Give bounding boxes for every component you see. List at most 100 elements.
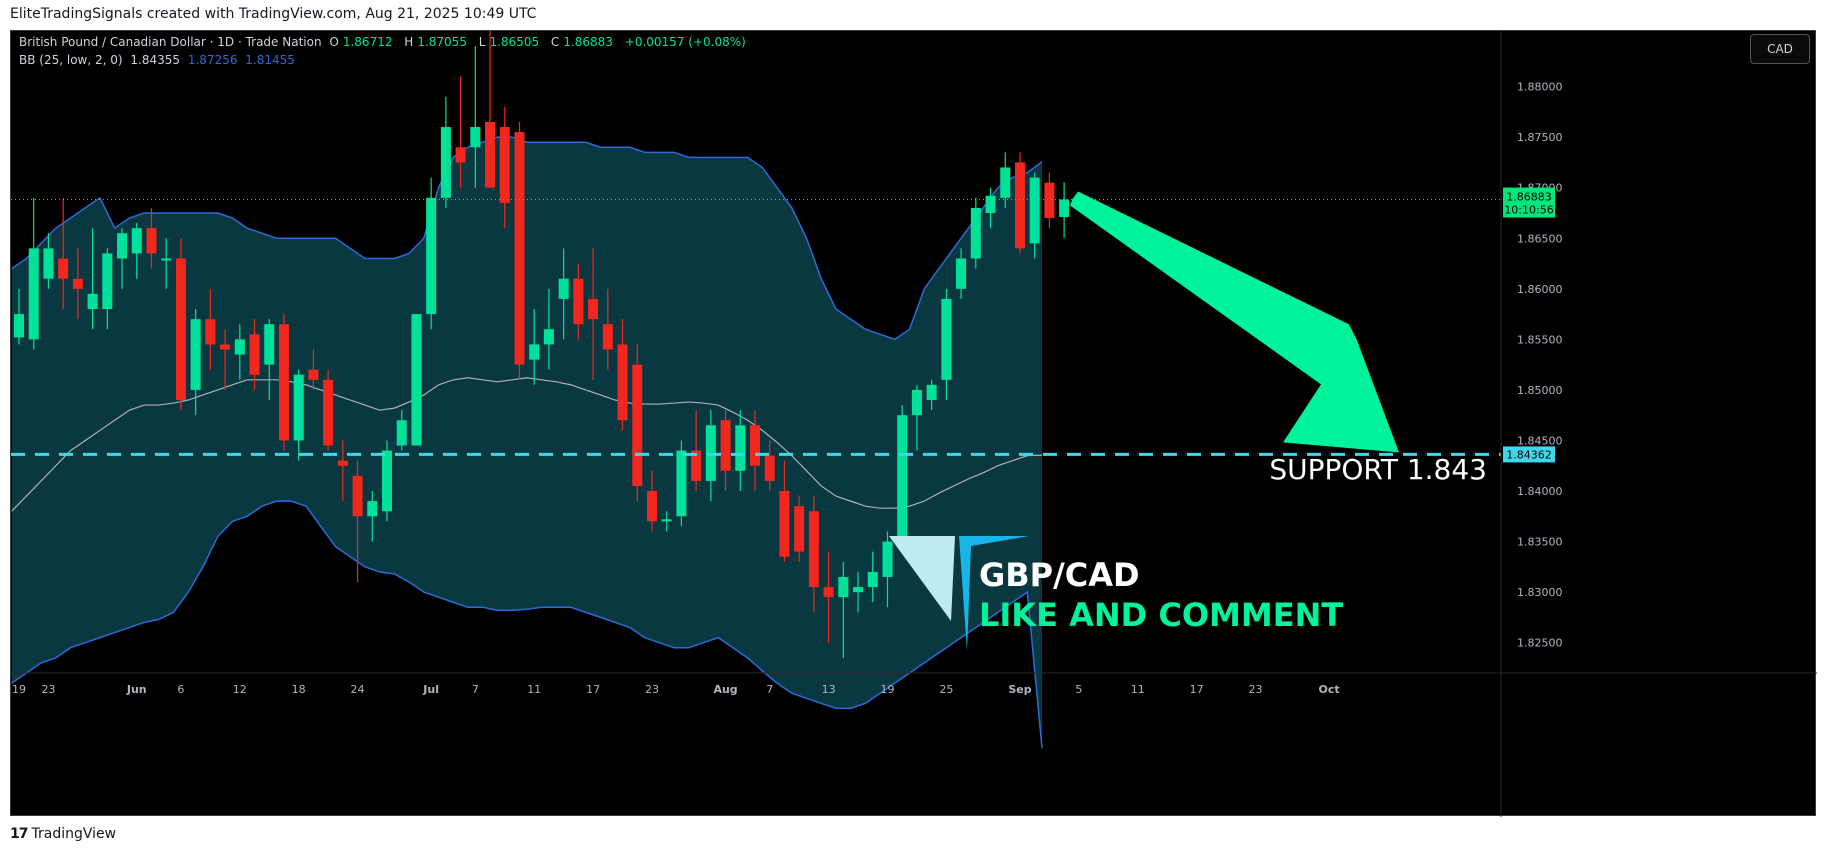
time-tick-label: 5 bbox=[1075, 683, 1082, 696]
candle-body bbox=[588, 298, 599, 320]
price-tick-label: 1.86000 bbox=[1517, 283, 1563, 296]
candle-body bbox=[175, 258, 186, 401]
candle-body bbox=[161, 258, 172, 261]
logo-wedge-dark bbox=[959, 536, 1029, 651]
chart-attribution: EliteTradingSignals created with Trading… bbox=[10, 6, 537, 22]
price-tick-label: 1.88000 bbox=[1517, 81, 1563, 94]
candle-body bbox=[720, 420, 731, 471]
time-tick-label: 13 bbox=[822, 683, 836, 696]
candle-body bbox=[1044, 182, 1055, 219]
candle-body bbox=[779, 491, 790, 557]
candle-body bbox=[117, 233, 128, 259]
price-tick-label: 1.83000 bbox=[1517, 586, 1563, 599]
candle-body bbox=[234, 339, 245, 355]
time-tick-label: 17 bbox=[586, 683, 600, 696]
logo-wedge-light bbox=[889, 536, 955, 621]
price-tick-label: 1.87500 bbox=[1517, 131, 1563, 144]
support-price-tag bbox=[1503, 446, 1555, 463]
candle-body bbox=[264, 324, 275, 365]
last-price-tag-value: 1.86883 bbox=[1506, 191, 1552, 204]
candle-body bbox=[632, 364, 643, 486]
candle-body bbox=[529, 344, 540, 360]
time-tick-label: Jun bbox=[126, 683, 147, 696]
symbol-legend: British Pound / Canadian Dollar · 1D · T… bbox=[19, 35, 750, 49]
candle-body bbox=[985, 195, 996, 213]
candle-body bbox=[323, 379, 334, 446]
time-tick-label: Aug bbox=[713, 683, 737, 696]
candle-body bbox=[190, 319, 201, 390]
candle-body bbox=[499, 127, 510, 203]
time-tick-label: 23 bbox=[41, 683, 55, 696]
time-tick-label: Jul bbox=[422, 683, 439, 696]
candle-body bbox=[470, 127, 481, 148]
candle-body bbox=[58, 258, 69, 279]
chart-area[interactable]: SUPPORT 1.843 GBP/CAD LIKE AND COMMENT 1.88… bbox=[10, 30, 1817, 817]
price-tick-label: 1.83500 bbox=[1517, 536, 1563, 549]
time-tick-label: 23 bbox=[1248, 683, 1262, 696]
time-tick-label: 19 bbox=[12, 683, 26, 696]
candle-body bbox=[293, 374, 304, 441]
high-label: H bbox=[404, 35, 414, 49]
candle-body bbox=[278, 324, 289, 441]
currency-button[interactable]: CAD bbox=[1750, 34, 1810, 64]
candle-body bbox=[72, 278, 83, 289]
candle-body bbox=[308, 369, 319, 380]
candle-body bbox=[646, 491, 657, 522]
candle-body bbox=[440, 127, 451, 198]
candle-body bbox=[926, 384, 937, 401]
tradingview-logo-icon: 17 bbox=[10, 826, 29, 842]
time-tick-label: 19 bbox=[880, 683, 894, 696]
candle-body bbox=[249, 334, 260, 375]
candle-body bbox=[220, 344, 231, 350]
low-label: L bbox=[478, 35, 486, 49]
candle-body bbox=[485, 121, 496, 188]
open-label: O bbox=[329, 35, 339, 49]
time-tick-label: 18 bbox=[292, 683, 306, 696]
candle-body bbox=[691, 450, 702, 481]
time-tick-label: 24 bbox=[351, 683, 365, 696]
tradingview-logo-text: TradingView bbox=[31, 826, 117, 842]
time-tick-label: Sep bbox=[1008, 683, 1031, 696]
candle-body bbox=[102, 253, 113, 310]
candle-body bbox=[205, 319, 216, 345]
close-value: 1.86883 bbox=[563, 35, 613, 49]
bb-lower-line bbox=[11, 500, 1043, 749]
bb-basis-value: 1.84355 bbox=[130, 53, 181, 67]
forecast-arrow bbox=[1070, 191, 1399, 453]
bb-label: BB (25, low, 2, 0) bbox=[19, 53, 123, 67]
candle-body bbox=[146, 228, 157, 254]
candle-body bbox=[411, 314, 422, 446]
candle-body bbox=[573, 278, 584, 325]
candle-body bbox=[764, 455, 775, 481]
bb-fill bbox=[11, 137, 1043, 749]
candle-body bbox=[426, 197, 437, 315]
low-value: 1.86505 bbox=[489, 35, 540, 49]
time-tick-label: Oct bbox=[1319, 683, 1340, 696]
time-tick-label: 11 bbox=[1131, 683, 1145, 696]
bb-upper-line bbox=[11, 136, 1043, 341]
price-tick-label: 1.84000 bbox=[1517, 485, 1563, 498]
candle-body bbox=[970, 207, 981, 259]
last-price-tag bbox=[1503, 187, 1555, 218]
time-tick-label: 7 bbox=[766, 683, 773, 696]
candle-body bbox=[1059, 199, 1070, 218]
cta-annotation: LIKE AND COMMENT bbox=[979, 596, 1343, 634]
time-tick-label: 25 bbox=[939, 683, 953, 696]
candle-body bbox=[28, 248, 39, 340]
high-value: 1.87055 bbox=[417, 35, 467, 49]
candle-body bbox=[543, 329, 554, 345]
bb-upper-value: 1.87256 bbox=[187, 53, 238, 67]
bb-basis-line bbox=[11, 377, 1043, 512]
candle-body bbox=[382, 450, 392, 512]
candle-body bbox=[661, 519, 672, 522]
candle-body bbox=[735, 425, 746, 471]
candle-body bbox=[750, 425, 760, 466]
candle-body bbox=[1014, 162, 1025, 249]
candle-body bbox=[808, 511, 819, 588]
candle-body bbox=[882, 541, 893, 577]
candle-body bbox=[337, 460, 348, 466]
candle-body bbox=[1029, 177, 1040, 244]
tradingview-logo[interactable]: 17 TradingView bbox=[10, 826, 116, 842]
candle-body bbox=[897, 415, 908, 542]
